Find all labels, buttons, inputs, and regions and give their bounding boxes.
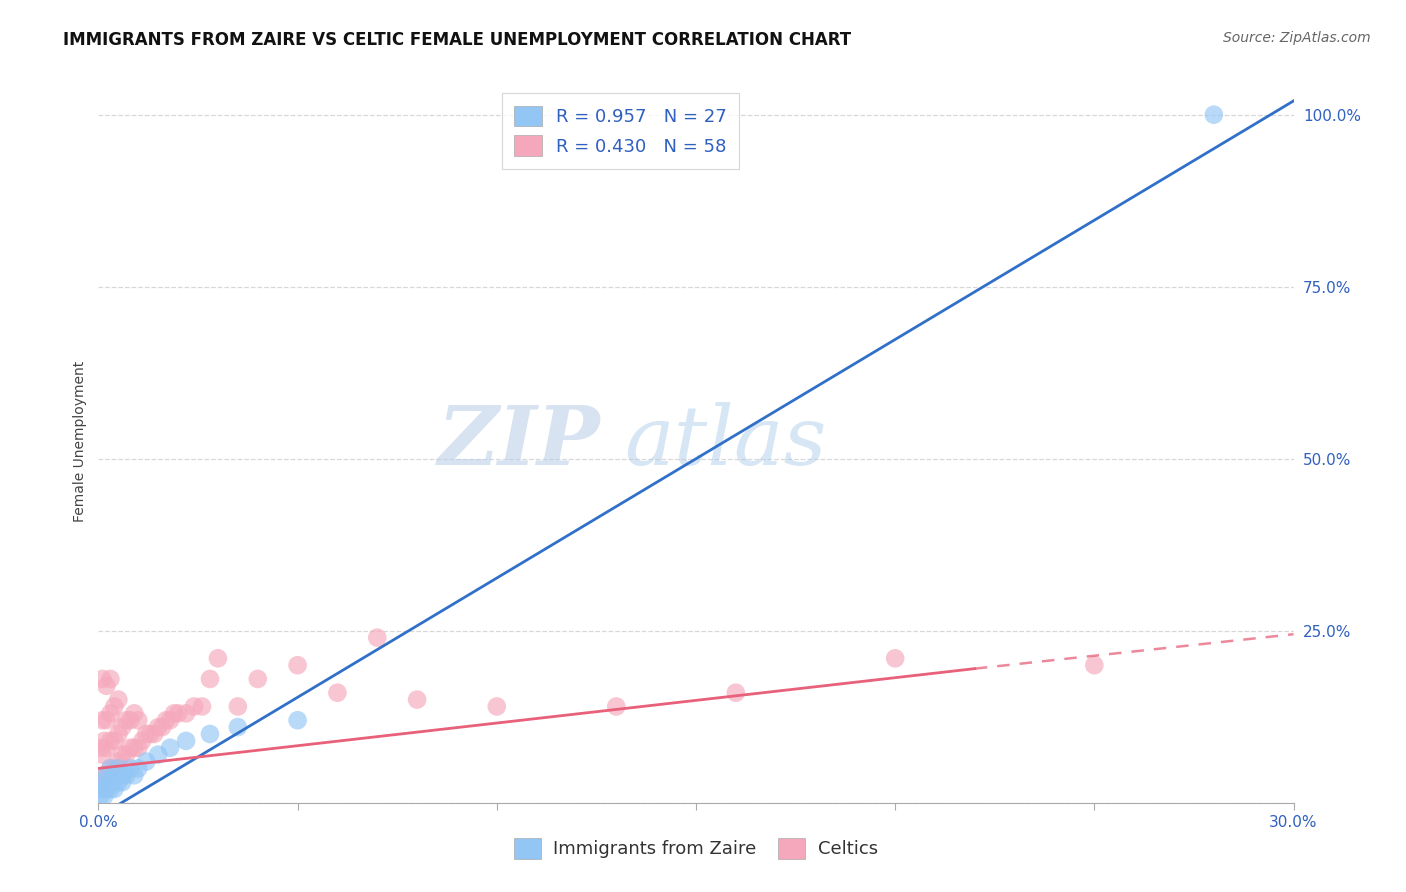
Point [127, 761, 149, 775]
Y-axis label: Female Unemployment: Female Unemployment [73, 361, 87, 522]
Point [89, 740, 111, 755]
Point [120, 740, 142, 755]
Point [93, 768, 115, 782]
Point [91, 747, 114, 762]
Point [93, 789, 115, 803]
Point [135, 755, 157, 769]
Point [111, 768, 134, 782]
Point [96, 768, 118, 782]
Point [366, 631, 388, 645]
Point [103, 699, 125, 714]
Point [155, 713, 177, 727]
Point [1083, 658, 1105, 673]
Point [98, 734, 122, 748]
Point [98, 672, 122, 686]
Point [103, 782, 125, 797]
Point [148, 720, 170, 734]
Point [174, 734, 197, 748]
Point [98, 706, 122, 721]
Point [124, 706, 146, 721]
Point [1202, 108, 1225, 122]
Point [159, 740, 181, 755]
Point [103, 761, 125, 775]
Point [96, 679, 118, 693]
Point [111, 747, 134, 762]
Legend: Immigrants from Zaire, Celtics: Immigrants from Zaire, Celtics [506, 830, 886, 866]
Point [207, 651, 229, 665]
Point [96, 713, 118, 727]
Point [103, 734, 125, 748]
Point [103, 768, 125, 782]
Point [98, 761, 122, 775]
Point [93, 734, 115, 748]
Point [91, 775, 114, 789]
Point [191, 699, 214, 714]
Point [111, 720, 134, 734]
Point [91, 713, 114, 727]
Point [226, 699, 249, 714]
Point [96, 768, 118, 782]
Point [127, 713, 149, 727]
Point [183, 699, 205, 714]
Text: ZIP: ZIP [437, 401, 600, 482]
Point [127, 740, 149, 755]
Point [884, 651, 907, 665]
Text: IMMIGRANTS FROM ZAIRE VS CELTIC FEMALE UNEMPLOYMENT CORRELATION CHART: IMMIGRANTS FROM ZAIRE VS CELTIC FEMALE U… [63, 31, 852, 49]
Point [605, 699, 627, 714]
Point [198, 727, 221, 741]
Point [120, 761, 142, 775]
Point [131, 734, 153, 748]
Point [135, 727, 157, 741]
Text: Source: ZipAtlas.com: Source: ZipAtlas.com [1223, 31, 1371, 45]
Point [115, 713, 138, 727]
Text: atlas: atlas [624, 401, 827, 482]
Point [115, 747, 138, 762]
Point [148, 747, 170, 762]
Point [287, 658, 309, 673]
Point [98, 775, 122, 789]
Point [91, 782, 114, 797]
Point [107, 727, 129, 741]
Point [150, 720, 173, 734]
Point [96, 740, 118, 755]
Point [96, 782, 118, 797]
Point [246, 672, 269, 686]
Point [139, 727, 162, 741]
Point [124, 768, 146, 782]
Point [406, 692, 429, 706]
Point [724, 686, 747, 700]
Point [115, 768, 138, 782]
Point [326, 686, 349, 700]
Point [143, 727, 166, 741]
Point [89, 789, 111, 803]
Point [107, 775, 129, 789]
Point [91, 775, 114, 789]
Point [226, 720, 249, 734]
Point [159, 713, 181, 727]
Point [124, 740, 146, 755]
Point [111, 775, 134, 789]
Point [89, 782, 111, 797]
Point [98, 782, 122, 797]
Point [174, 706, 197, 721]
Point [98, 761, 122, 775]
Point [163, 706, 186, 721]
Point [91, 672, 114, 686]
Point [107, 692, 129, 706]
Point [107, 755, 129, 769]
Point [287, 713, 309, 727]
Point [167, 706, 190, 721]
Point [485, 699, 508, 714]
Point [120, 713, 142, 727]
Point [198, 672, 221, 686]
Point [107, 761, 129, 775]
